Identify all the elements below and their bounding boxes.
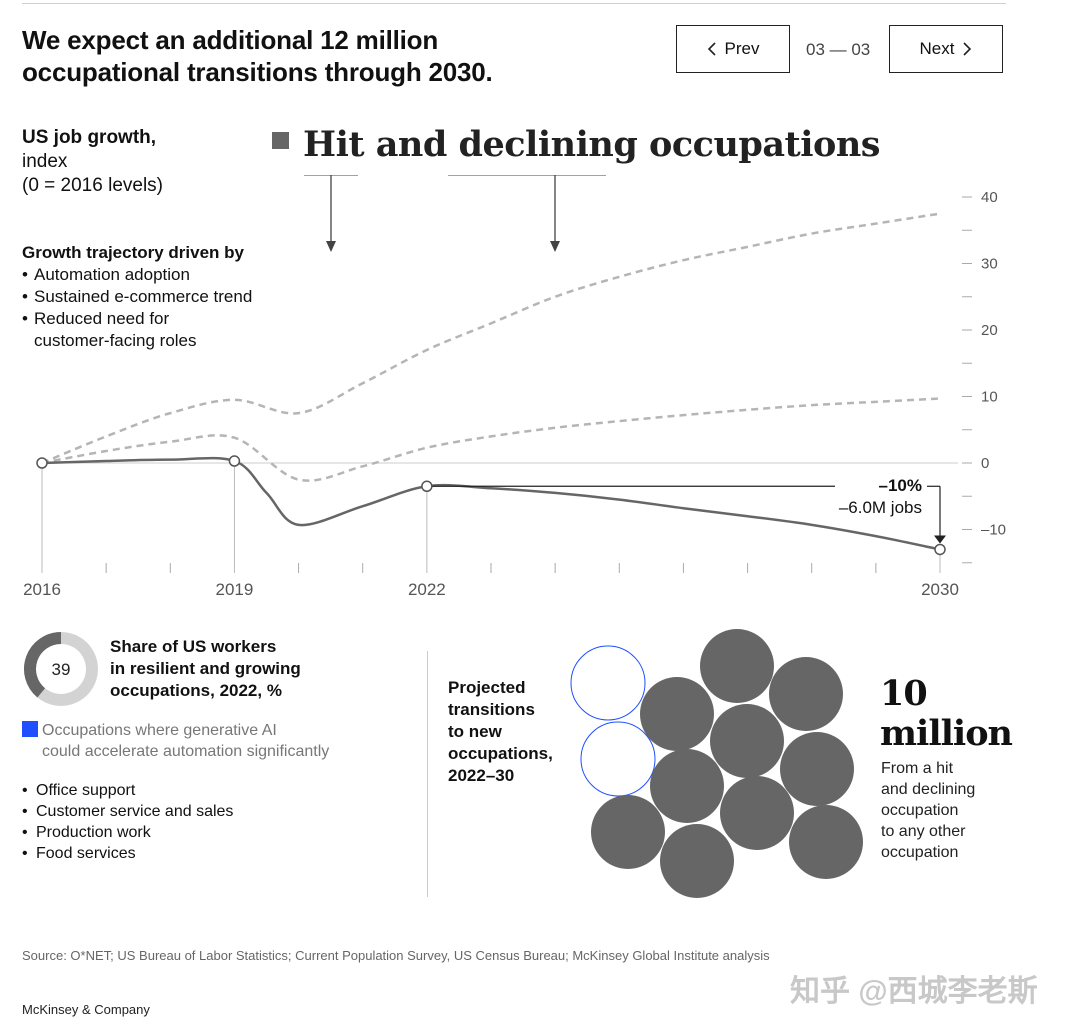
data-point-marker xyxy=(421,480,433,493)
x-tick-label: 2022 xyxy=(408,580,446,599)
title-line-2: occupational transitions through 2030. xyxy=(22,57,493,87)
transitions-bubble-cluster xyxy=(570,629,863,898)
mdesc-l2: and declining xyxy=(881,781,976,798)
transition-bubble xyxy=(640,677,714,751)
job-growth-line-chart: 40 30 20 10 0 –10 2016 2019 2022 2030 xyxy=(23,175,1006,599)
share-title-l3: occupations, 2022, % xyxy=(110,681,282,700)
watermark: 知乎 @西城李老斯 xyxy=(790,975,1038,1008)
genai-legend: Occupations where generative AI could acc… xyxy=(22,720,329,762)
transition-bubble xyxy=(710,704,784,778)
occupation-item: Production work xyxy=(22,822,233,843)
page-indicator: 03 — 03 xyxy=(806,40,871,59)
x-tick-label: 2030 xyxy=(921,580,959,599)
y-tick-label: –10 xyxy=(981,522,1006,539)
blue-swatch-icon xyxy=(22,721,38,737)
data-point-marker xyxy=(934,543,946,556)
chevron-left-icon xyxy=(707,42,716,56)
driver-item-continued: customer-facing roles xyxy=(34,331,197,350)
decline-annotation: –10% –6.0M jobs xyxy=(800,475,922,519)
share-title-l1: Share of US workers xyxy=(110,637,277,656)
share-title-l2: in resilient and growing xyxy=(110,659,301,678)
proj-l2: transitions xyxy=(448,700,535,719)
y-tick-label: 40 xyxy=(981,189,998,206)
donut-value-label: 39 xyxy=(52,660,71,679)
transition-bubble-outline xyxy=(580,721,656,797)
share-title: Share of US workers in resilient and gro… xyxy=(110,636,301,702)
projected-transitions-title: Projected transitions to new occupations… xyxy=(448,677,553,787)
proj-l5: 2022–30 xyxy=(448,766,515,785)
drivers-list: Automation adoption Sustained e-commerce… xyxy=(22,264,252,330)
arrow-down-icon xyxy=(550,241,560,252)
mdesc-l5: occupation xyxy=(881,844,959,861)
next-label: Next xyxy=(919,39,955,58)
million-word: million xyxy=(880,713,1013,754)
driver-item: Automation adoption xyxy=(22,264,252,286)
legend-l2: could accelerate automation significantl… xyxy=(42,743,330,760)
data-point-marker xyxy=(36,457,48,469)
section-title: Hit and declining occupations xyxy=(272,124,881,165)
transition-bubble xyxy=(789,805,863,879)
arrow-down-icon xyxy=(326,241,336,252)
x-tick-label: 2019 xyxy=(216,580,254,599)
occupation-item: Customer service and sales xyxy=(22,801,233,822)
occupation-item: Food services xyxy=(22,843,233,864)
vertical-divider xyxy=(427,651,428,897)
gray-square-icon xyxy=(272,132,289,149)
y-axis-title-bold: US job growth, xyxy=(22,127,157,148)
mdesc-l1: From a hit xyxy=(881,760,954,777)
ten-million-stat: 10 million xyxy=(880,673,1013,754)
dashed-scenario-line xyxy=(41,397,941,482)
million-number: 10 xyxy=(880,673,928,714)
transition-bubble xyxy=(769,657,843,731)
prev-label: Prev xyxy=(724,39,760,58)
y-tick-label: 30 xyxy=(981,256,998,273)
share-donut-chart: 39 xyxy=(24,632,98,706)
proj-l1: Projected xyxy=(448,678,526,697)
drivers-heading: Growth trajectory driven by xyxy=(22,243,244,262)
source-note: Source: O*NET; US Bureau of Labor Statis… xyxy=(22,948,770,963)
proj-l3: to new xyxy=(448,722,502,741)
chevron-right-icon xyxy=(963,42,972,56)
y-tick-label: 20 xyxy=(981,322,998,339)
trajectory-drivers: Growth trajectory driven by Automation a… xyxy=(22,242,252,352)
y-tick-label: 10 xyxy=(981,389,998,406)
page-title: We expect an additional 12 million occup… xyxy=(22,24,642,88)
transition-bubble xyxy=(720,776,794,850)
y-tick-label: 0 xyxy=(981,455,989,472)
driver-item: Sustained e-commerce trend xyxy=(22,286,252,308)
driver-item: Reduced need for xyxy=(22,308,252,330)
transition-bubble xyxy=(700,629,774,703)
transition-bubble-outline xyxy=(570,645,646,721)
transition-bubble xyxy=(591,795,665,869)
legend-l1: Occupations where generative AI xyxy=(42,722,277,739)
arrow-down-icon xyxy=(934,535,946,544)
dashed-scenario-line xyxy=(41,212,941,465)
y-axis-title: US job growth, index (0 = 2016 levels) xyxy=(22,126,163,198)
transition-bubble xyxy=(660,824,734,898)
occupation-list: Office support Customer service and sale… xyxy=(22,780,233,864)
top-rule xyxy=(22,3,1006,4)
transition-bubble xyxy=(650,749,724,823)
prev-button[interactable]: Prev xyxy=(676,25,790,73)
mdesc-l4: to any other xyxy=(881,823,966,840)
y-axis-title-line2: index xyxy=(22,151,68,172)
million-description: From a hit and declining occupation to a… xyxy=(881,758,975,863)
data-point-marker xyxy=(228,455,241,467)
brand-logo-text: McKinsey & Company xyxy=(22,1002,150,1017)
transition-bubble xyxy=(780,732,854,806)
annotation-percent: –10% xyxy=(878,476,922,495)
section-title-text: Hit and declining occupations xyxy=(303,124,881,165)
proj-l4: occupations, xyxy=(448,744,553,763)
occupation-item: Office support xyxy=(22,780,233,801)
annotation-jobs: –6.0M jobs xyxy=(838,498,922,517)
mdesc-l3: occupation xyxy=(881,802,959,819)
next-button[interactable]: Next xyxy=(889,25,1003,73)
y-axis-title-line3: (0 = 2016 levels) xyxy=(22,175,163,196)
title-line-1: We expect an additional 12 million xyxy=(22,25,439,55)
x-tick-label: 2016 xyxy=(23,580,61,599)
donut-value-arc xyxy=(24,632,62,698)
